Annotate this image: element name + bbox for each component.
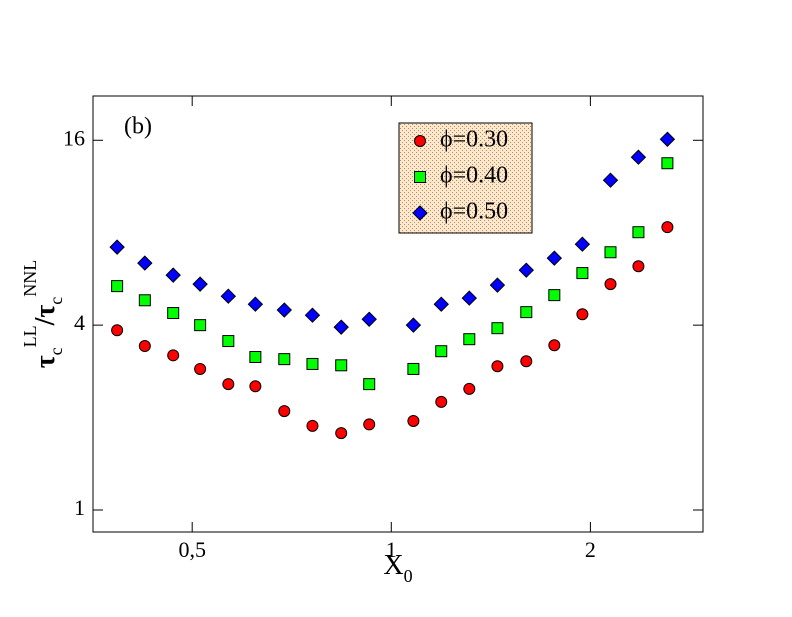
point — [574, 236, 591, 252]
point — [249, 380, 262, 393]
point — [278, 353, 291, 366]
point — [463, 382, 476, 395]
point — [548, 339, 561, 352]
y-label-part: c — [46, 347, 66, 355]
point — [194, 319, 207, 332]
point — [405, 317, 422, 333]
y-tick-label: 4 — [74, 310, 85, 335]
y-axis-label: τcLL/τcNNL — [20, 260, 66, 369]
point — [306, 357, 319, 370]
point — [138, 340, 151, 353]
point — [335, 427, 348, 440]
point — [630, 149, 647, 165]
point — [433, 296, 449, 312]
point — [520, 306, 533, 319]
point — [247, 296, 264, 312]
y-tick-label: 16 — [63, 125, 85, 150]
point — [192, 276, 208, 292]
legend-marker — [412, 205, 428, 221]
point — [111, 324, 124, 337]
point — [604, 278, 617, 291]
point — [491, 322, 504, 335]
point — [548, 289, 561, 302]
point — [138, 294, 151, 307]
point — [167, 307, 180, 320]
point — [602, 172, 619, 188]
point — [435, 345, 448, 358]
legend-label: ϕ=0.50 — [440, 199, 508, 225]
point — [276, 302, 292, 318]
point — [632, 260, 645, 273]
point — [604, 246, 617, 259]
point — [333, 319, 349, 335]
y-label-part: τ — [30, 355, 61, 368]
point — [222, 335, 235, 348]
point — [489, 277, 506, 293]
y-label-part: /τ — [30, 305, 61, 327]
point — [576, 308, 589, 321]
point — [491, 360, 504, 373]
point — [249, 351, 262, 364]
y-label-part: LL — [20, 325, 40, 347]
y-label-part: NNL — [20, 260, 40, 297]
point — [661, 221, 674, 234]
point — [361, 311, 377, 327]
x-tick-label: 1 — [386, 537, 397, 562]
legend-marker — [414, 171, 426, 183]
x-label-sub: 0 — [404, 566, 413, 586]
point — [194, 362, 207, 375]
x-label-main: X — [383, 550, 403, 581]
x-axis-label: X0 — [383, 550, 412, 586]
point — [632, 226, 645, 239]
point — [463, 333, 476, 346]
point — [137, 255, 153, 271]
plot-frame — [92, 95, 704, 533]
point — [335, 359, 348, 372]
legend-marker — [414, 135, 426, 147]
y-tick-label: 1 — [74, 495, 85, 520]
point — [576, 267, 589, 280]
point — [435, 395, 448, 408]
point — [659, 131, 676, 147]
point — [165, 267, 181, 283]
point — [363, 378, 376, 391]
point — [109, 239, 125, 255]
annotation: (b) — [124, 114, 152, 140]
point — [363, 418, 376, 431]
legend-label: ϕ=0.40 — [440, 163, 508, 189]
point — [518, 262, 535, 278]
point — [546, 250, 563, 266]
point — [220, 288, 237, 304]
point — [661, 157, 674, 170]
point — [407, 414, 420, 427]
x-tick-label: 0,5 — [178, 537, 206, 562]
y-label-part: c — [46, 297, 66, 305]
point — [278, 405, 291, 418]
point — [111, 280, 124, 293]
point — [167, 349, 180, 362]
point — [222, 378, 235, 391]
point — [407, 362, 420, 375]
point — [520, 355, 533, 368]
legend-label: ϕ=0.30 — [440, 127, 508, 153]
point — [304, 307, 321, 323]
point — [461, 290, 477, 306]
point — [306, 419, 319, 432]
x-tick-label: 2 — [585, 537, 596, 562]
